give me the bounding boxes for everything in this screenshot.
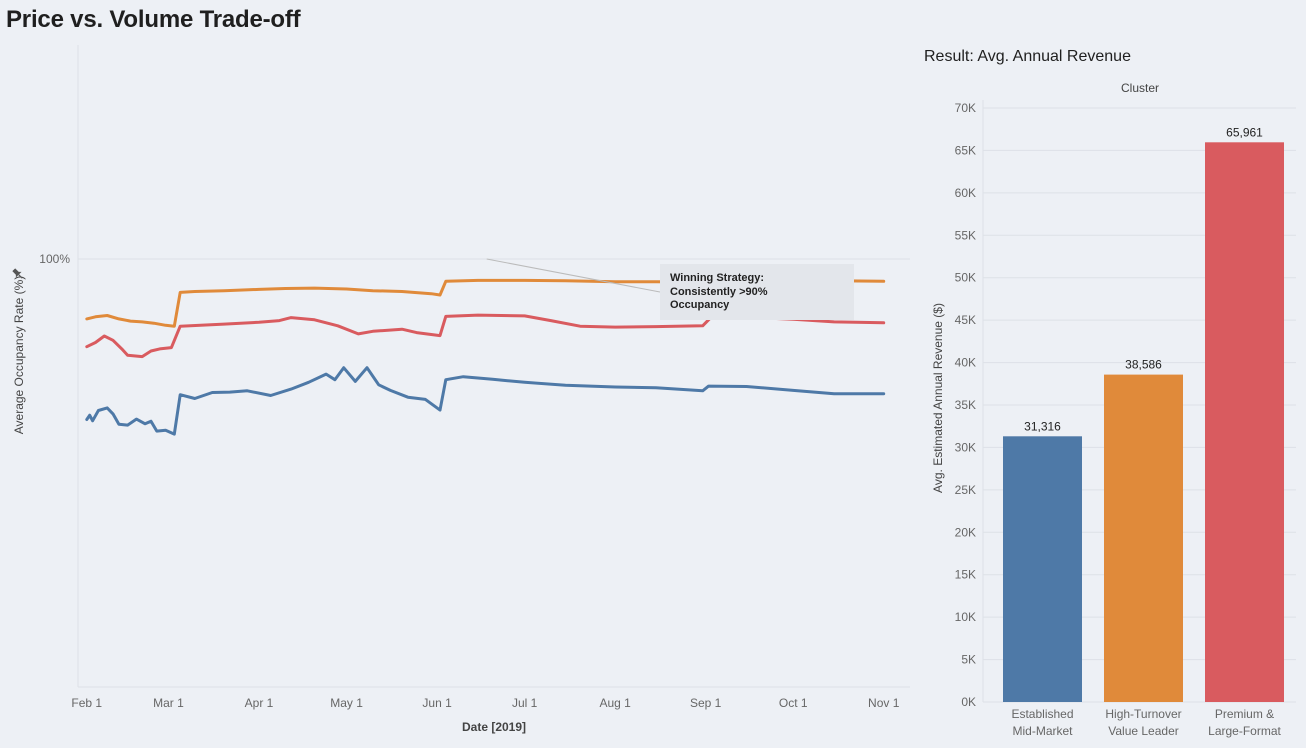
bar-y-tick-label: 5K	[961, 653, 976, 667]
bar[interactable]	[1104, 374, 1183, 702]
line-series[interactable]	[85, 366, 886, 436]
bar-category-label-line1: Premium &	[1215, 707, 1274, 721]
bar-y-tick-label: 55K	[955, 228, 976, 242]
bar-y-tick-label: 50K	[955, 271, 976, 285]
line-plot-area	[78, 45, 910, 687]
line-x-tick-label: Oct 1	[779, 696, 808, 710]
annotation-line-3: Occupancy	[670, 299, 730, 311]
line-series[interactable]	[85, 313, 886, 359]
annotation-line-1: Winning Strategy:	[670, 272, 764, 284]
line-chart: 100% Feb 1 Mar 1 Apr 1 May 1 Jun 1 Jul 1 Aug 1…	[11, 45, 910, 734]
bar-category-label-line2: Value Leader	[1108, 724, 1179, 738]
bar-value-label: 38,586	[1125, 358, 1162, 372]
bar-y-tick-label: 60K	[955, 186, 976, 200]
annotation-box	[660, 264, 854, 320]
line-x-tick-label: Jun 1	[422, 696, 452, 710]
bar-value-label: 31,316	[1024, 419, 1061, 433]
bar[interactable]	[1205, 142, 1284, 703]
bar-category-label-line1: Established	[1011, 707, 1073, 721]
bar-y-tick-label: 10K	[955, 610, 976, 624]
line-x-tick-label: Aug 1	[599, 696, 631, 710]
bar-category-label-line2: Mid-Market	[1012, 724, 1073, 738]
bar[interactable]	[1003, 436, 1082, 702]
bar-chart-title: Result: Avg. Annual Revenue	[924, 48, 1131, 65]
bar-category-label-line1: High-Turnover	[1105, 707, 1181, 721]
bar-value-label: 65,961	[1226, 125, 1263, 139]
line-x-tick-label: Feb 1	[71, 696, 102, 710]
bar-y-tick-label: 15K	[955, 568, 976, 582]
line-y-tick-label: 100%	[39, 252, 70, 266]
annotation: Winning Strategy: Consistently >90% Occu…	[486, 258, 854, 320]
bar-y-tick-label: 70K	[955, 101, 976, 115]
bar-y-tick-label: 45K	[955, 313, 976, 327]
dashboard-title: Price vs. Volume Trade-off	[6, 6, 301, 33]
annotation-connector	[486, 258, 661, 293]
bar-y-axis-title: Avg. Estimated Annual Revenue ($)	[931, 303, 945, 493]
line-x-tick-label: May 1	[330, 696, 363, 710]
pin-icon[interactable]	[11, 267, 25, 281]
annotation-line-2: Consistently >90%	[670, 286, 768, 298]
line-x-tick-label: Nov 1	[868, 696, 900, 710]
bar-y-tick-label: 35K	[955, 398, 976, 412]
line-x-axis-title: Date [2019]	[462, 720, 526, 734]
bar-y-tick-label: 25K	[955, 483, 976, 497]
bar-chart: Cluster 0K 5K 10K 15K 20K 25K 30K 35K 40K 45K 50K 5…	[931, 81, 1296, 738]
bar-y-tick-label: 0K	[961, 695, 976, 709]
bar-y-tick-label: 30K	[955, 440, 976, 454]
line-x-tick-label: Jul 1	[512, 696, 538, 710]
bar-y-tick-label: 20K	[955, 525, 976, 539]
bar-y-tick-label: 40K	[955, 356, 976, 370]
bar-column-header: Cluster	[1121, 81, 1159, 95]
bar-category-label-line2: Large-Format	[1208, 724, 1281, 738]
line-y-axis-title: Average Occupancy Rate (%)	[12, 276, 26, 435]
bar-y-tick-label: 65K	[955, 143, 976, 157]
line-x-tick-label: Apr 1	[245, 696, 274, 710]
line-x-tick-label: Sep 1	[690, 696, 722, 710]
line-x-tick-label: Mar 1	[153, 696, 184, 710]
